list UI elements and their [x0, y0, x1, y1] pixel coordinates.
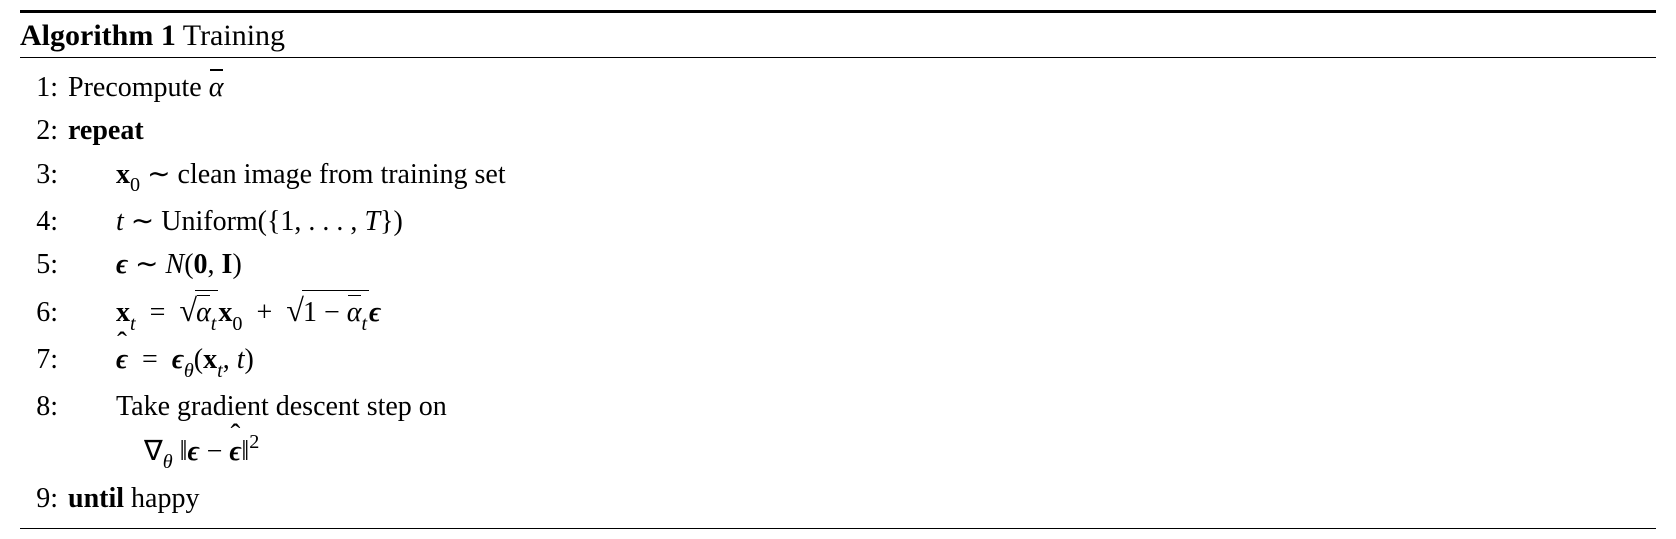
- line-content: x0 ∼ clean image from training set: [68, 153, 1656, 200]
- line-content: Precompute α: [68, 66, 1656, 109]
- algorithm-block: Algorithm 1 Training 1: Precompute α 2: …: [20, 10, 1656, 529]
- algorithm-body: 1: Precompute α 2: repeat 3: x0 ∼ clean …: [20, 58, 1656, 528]
- algo-line: 3: x0 ∼ clean image from training set: [20, 153, 1656, 200]
- text-fragment: happy: [124, 483, 199, 514]
- algo-line: 9: until happy: [20, 477, 1656, 520]
- keyword-repeat: repeat: [68, 109, 1656, 152]
- math-alpha-bar: α: [209, 72, 224, 103]
- math-normal: N(0, I): [166, 249, 242, 280]
- algorithm-label: Algorithm 1: [20, 19, 176, 52]
- line-content: until happy: [68, 477, 1656, 520]
- text-fragment: ∼: [128, 249, 165, 280]
- math-x0: x0: [116, 159, 140, 190]
- line-content: Take gradient descent step on: [68, 385, 1656, 428]
- algo-line: 4: t ∼ Uniform({1, . . . , T}): [20, 200, 1656, 243]
- line-content: ϵ = ϵθ(xt, t): [68, 338, 1656, 385]
- algo-line: 6: xt = √αtx0 + √1 − αtϵ: [20, 286, 1656, 338]
- algo-line: 5: ϵ ∼ N(0, I): [20, 243, 1656, 286]
- algo-line: ∇θ ‖ϵ − ϵ‖2: [20, 428, 1656, 476]
- line-number: 4:: [20, 200, 68, 243]
- algo-line: 1: Precompute α: [20, 66, 1656, 109]
- line-number: 2:: [20, 109, 68, 152]
- line-number: 1:: [20, 66, 68, 109]
- algorithm-title-row: Algorithm 1 Training: [20, 13, 1656, 57]
- math-xt-equation: xt = √αtx0 + √1 − αtϵ: [116, 297, 381, 328]
- math-gradient: ∇θ ‖ϵ − ϵ‖2: [144, 436, 259, 467]
- text-fragment: ∼ clean image from training set: [140, 159, 506, 190]
- line-content: ∇θ ‖ϵ − ϵ‖2: [68, 428, 1656, 476]
- line-number: 9:: [20, 477, 68, 520]
- text-fragment: Precompute: [68, 72, 209, 103]
- keyword-until: until: [68, 483, 124, 514]
- math-epsilon-hat-equation: ϵ = ϵθ(xt, t): [116, 344, 254, 375]
- algo-line: 7: ϵ = ϵθ(xt, t): [20, 338, 1656, 385]
- line-number: 8:: [20, 385, 68, 428]
- math-t: t: [116, 206, 124, 237]
- bottom-rule: [20, 528, 1656, 529]
- algo-line: 8: Take gradient descent step on: [20, 385, 1656, 428]
- text-fragment: }): [380, 206, 403, 237]
- line-number: 6:: [20, 291, 68, 334]
- line-content: xt = √αtx0 + √1 − αtϵ: [68, 286, 1656, 338]
- line-content: t ∼ Uniform({1, . . . , T}): [68, 200, 1656, 243]
- line-number: 5:: [20, 243, 68, 286]
- algo-line: 2: repeat: [20, 109, 1656, 152]
- line-number: 3:: [20, 153, 68, 196]
- math-epsilon: ϵ: [116, 249, 128, 280]
- algorithm-name: Training: [183, 19, 285, 52]
- line-content: ϵ ∼ N(0, I): [68, 243, 1656, 286]
- math-T: T: [364, 206, 380, 237]
- text-fragment: ∼ Uniform({1, . . . ,: [124, 206, 365, 237]
- line-number: 7:: [20, 338, 68, 381]
